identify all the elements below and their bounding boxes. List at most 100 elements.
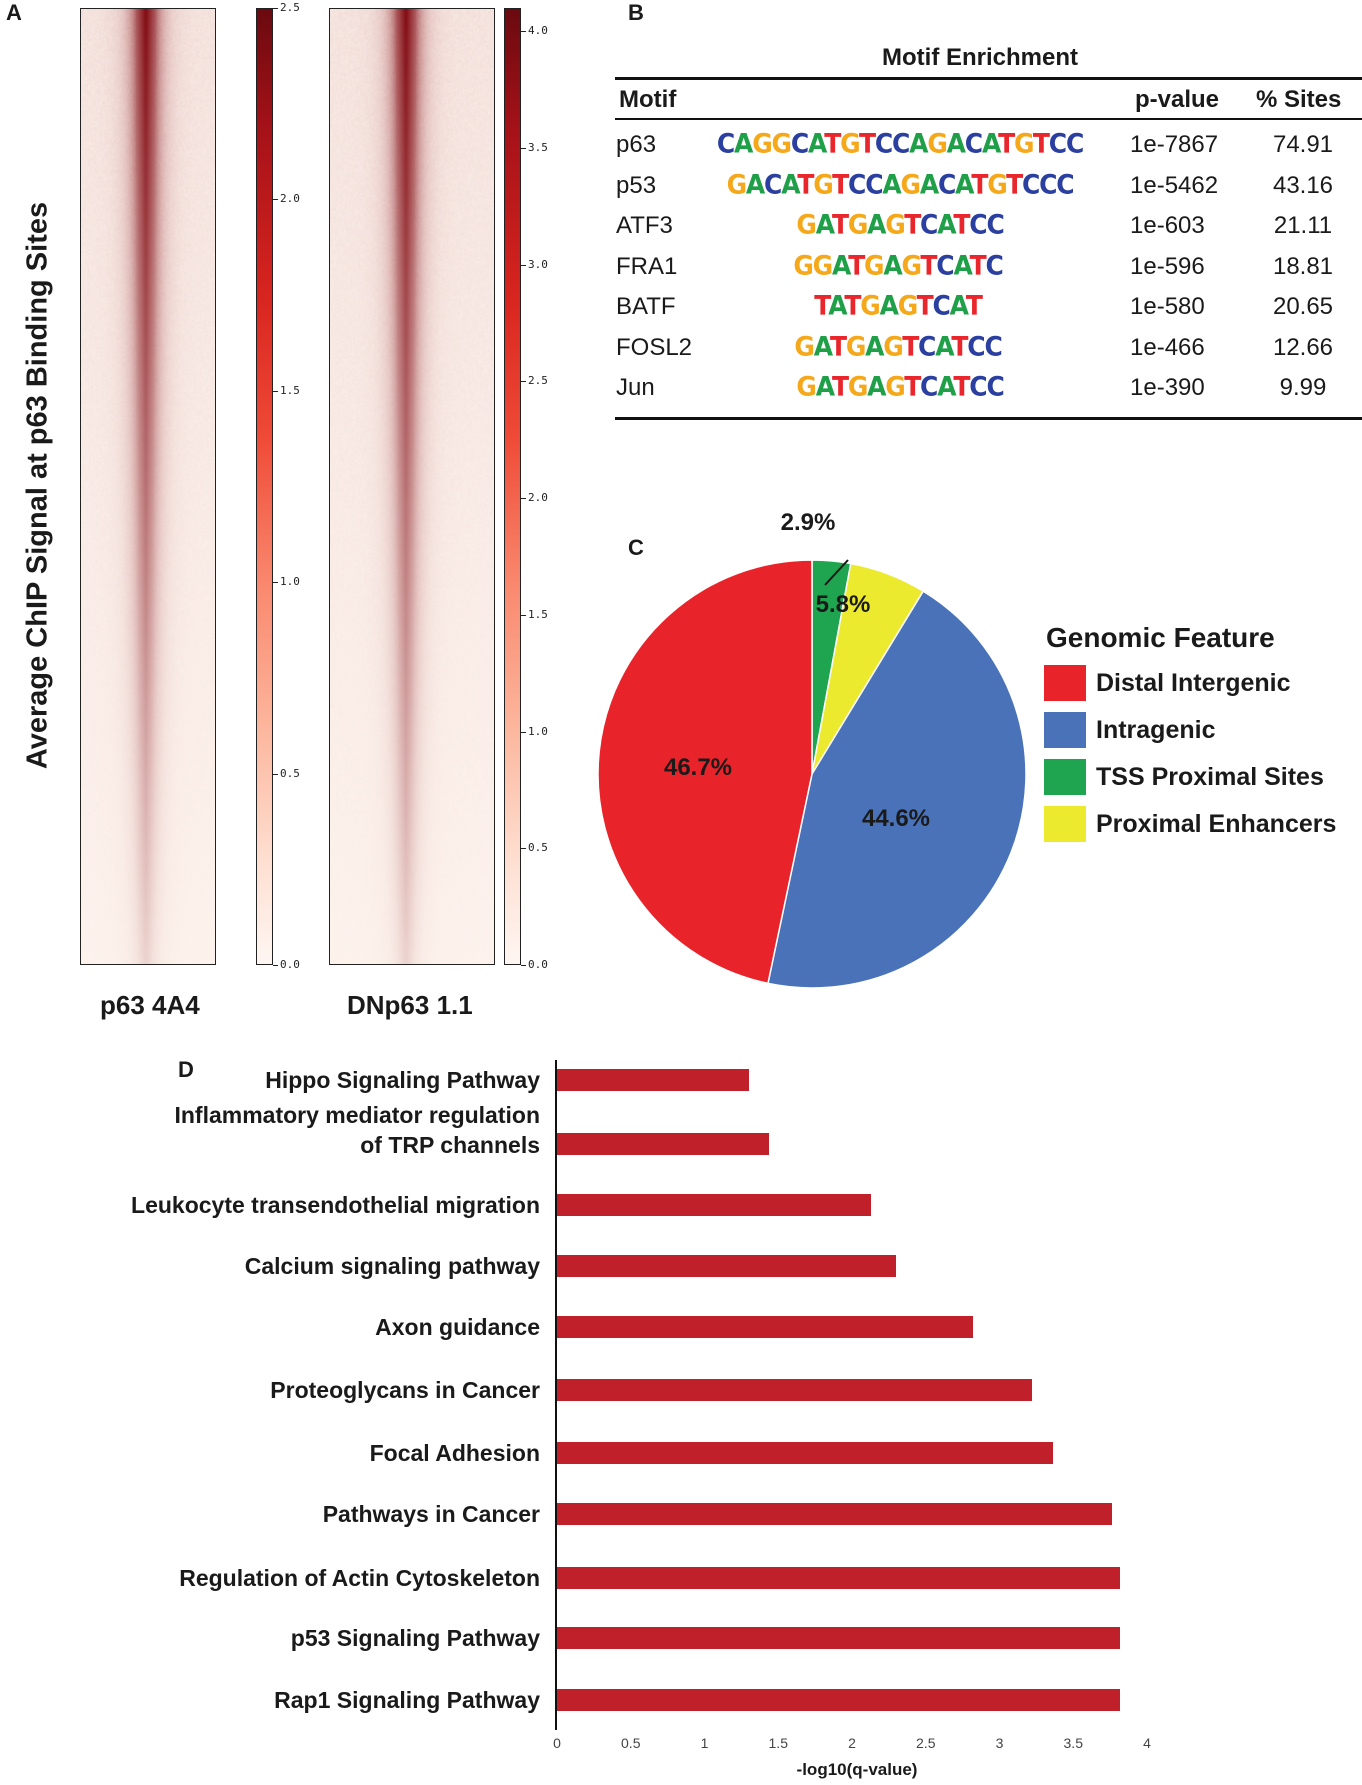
colorbar-tick-label: 2.0: [528, 491, 548, 505]
motif-logo-base: C: [1065, 128, 1084, 159]
motif-logo-base: T: [848, 249, 865, 281]
colorbar-p63-4a4: [256, 8, 273, 965]
legend-label: Proximal Enhancers: [1096, 810, 1337, 838]
motif-logo-base: C: [985, 249, 1004, 281]
colorbar-tick-label: 3.5: [528, 141, 548, 155]
heat1-canvas: [330, 9, 494, 964]
legend-swatch: [1044, 759, 1086, 795]
motif-percent-sites: 74.91: [1272, 131, 1334, 158]
motif-logo-base: G: [1014, 128, 1034, 159]
pie-slice-label: 5.8%: [816, 591, 871, 618]
motif-logo-base: C: [1048, 128, 1067, 159]
x-tick-label: 2.5: [916, 1735, 936, 1751]
colorbar-tick-label: 1.0: [528, 724, 548, 738]
motif-logo-base: G: [885, 371, 905, 402]
colorbar-tick-label: 0.5: [528, 841, 548, 855]
motif-logo-base: T: [814, 290, 829, 321]
colorbar-tick-mark: [273, 582, 278, 584]
motif-logo-base: C: [967, 330, 985, 362]
motif-logo-base: C: [764, 168, 782, 200]
x-tick-label: 2: [848, 1735, 856, 1751]
motif-logo-base: G: [771, 128, 793, 159]
motif-logo-base: G: [847, 371, 869, 402]
motif-logo-base: A: [937, 209, 954, 240]
bar: [557, 1689, 1121, 1711]
category-label: Inflammatory mediator regulation of TRP …: [174, 1102, 540, 1158]
motif-name: p63: [616, 131, 657, 158]
motif-pvalue: 1e-603: [1130, 212, 1205, 239]
motif-logo-base: T: [969, 249, 987, 281]
motif-logo-base: C: [986, 371, 1004, 402]
colorbar-tick-label: 2.0: [280, 192, 300, 206]
motif-table-title: Motif Enrichment: [882, 44, 1078, 71]
motif-logo-base: A: [867, 371, 886, 402]
heatmap-label-p63-4a4: p63 4A4: [100, 990, 200, 1020]
motif-pvalue: 1e-5462: [1130, 171, 1219, 199]
motif-logo-base: C: [790, 128, 809, 159]
motif-logo-base: A: [981, 128, 999, 159]
motif-sequence-logo: CAGGCATGTCCAGACATGTCC: [717, 128, 1084, 159]
motif-logo-base: T: [904, 209, 921, 240]
motif-logo-base: C: [865, 168, 883, 200]
colorbar-tick-label: 1.0: [280, 575, 300, 589]
motif-logo-base: G: [885, 209, 905, 240]
motif-sequence-logo: GGATGAGTCATC: [793, 249, 1004, 281]
motif-logo-base: C: [1021, 168, 1040, 200]
bar: [557, 1442, 1053, 1464]
motif-logo-base: C: [1056, 168, 1074, 200]
heatmap-p63-4a4: [80, 8, 216, 965]
category-label: Calcium signaling pathway: [244, 1253, 540, 1279]
motif-pvalue: 1e-390: [1130, 374, 1205, 401]
motif-logo-base: G: [901, 249, 922, 281]
motif-logo-base: A: [745, 168, 765, 200]
motif-logo-base: A: [808, 128, 825, 159]
colorbar-tick-label: 1.5: [280, 383, 300, 397]
motif-logo-base: G: [813, 168, 833, 200]
colorbar-tick-label: 3.0: [528, 257, 548, 271]
motif-sequence-logo: GATGAGTCATCC: [794, 330, 1002, 362]
motif-logo-base: A: [882, 168, 901, 200]
pie-legend-title: Genomic Feature: [1046, 622, 1275, 653]
table-rule-bottom: [615, 417, 1362, 420]
motif-logo-base: G: [927, 128, 948, 159]
motif-logo-base: A: [935, 330, 952, 362]
panel-label-c: C: [628, 535, 644, 560]
motif-logo-base: C: [920, 371, 938, 402]
motif-percent-sites: 9.99: [1279, 374, 1327, 401]
motif-pvalue: 1e-7867: [1130, 131, 1219, 158]
motif-name: p53: [616, 171, 657, 199]
motif-logo-base: C: [969, 371, 987, 402]
motif-logo-base: A: [949, 290, 967, 321]
motif-logo-base: C: [892, 128, 910, 159]
header-pvalue: p-value: [1135, 86, 1220, 113]
colorbar-tick-mark: [521, 614, 526, 616]
bar: [557, 1567, 1121, 1589]
category-label: Regulation of Actin Cytoskeleton: [179, 1565, 540, 1591]
motif-logo-base: G: [860, 290, 881, 321]
motif-logo-base: C: [969, 209, 987, 240]
motif-logo-base: C: [984, 330, 1002, 362]
colorbar-tick-mark: [273, 390, 278, 392]
table-rule-top: [615, 77, 1362, 80]
motif-logo-base: C: [874, 128, 893, 159]
table-rule-header: [615, 118, 1362, 120]
colorbar-dnp63: [504, 8, 521, 965]
legend-swatch: [1044, 712, 1086, 748]
motif-logo-base: A: [946, 128, 966, 159]
motif-logo-base: G: [987, 168, 1007, 200]
genomic-feature-pie-chart: 2.9% 5.8% 44.6% 46.7%: [597, 509, 1027, 989]
motif-logo-base: T: [831, 371, 849, 402]
colorbar-tick-label: 0.5: [280, 766, 300, 780]
motif-logo-base: T: [920, 249, 937, 281]
motif-logo-base: C: [918, 330, 936, 362]
heatmap-label-dnp63: DNp63 1.1: [347, 990, 473, 1020]
motif-percent-sites: 20.65: [1272, 293, 1334, 320]
heatmap-dnp63: [329, 8, 495, 965]
motif-logo-base: A: [919, 168, 939, 200]
colorbar-tick-mark: [273, 199, 278, 201]
colorbar-tick-mark: [521, 148, 526, 150]
motif-percent-sites: 21.11: [1273, 212, 1333, 239]
motif-name: BATF: [616, 293, 676, 320]
motif-logo-base: G: [840, 128, 860, 159]
legend-label: Intragenic: [1096, 716, 1216, 744]
